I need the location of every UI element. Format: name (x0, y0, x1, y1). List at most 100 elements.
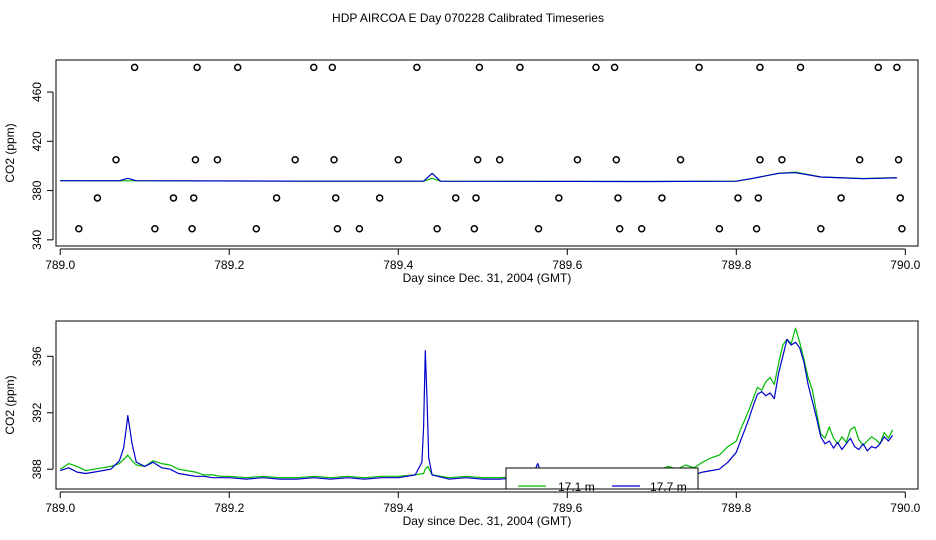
x-axis-label: Day since Dec. 31, 2004 (GMT) (403, 514, 572, 528)
data-point (151, 225, 159, 233)
data-point (894, 156, 903, 164)
x-tick-label: 789.8 (721, 258, 751, 272)
data-point (291, 156, 299, 164)
x-tick-label: 789.6 (552, 258, 582, 272)
data-point (193, 63, 201, 72)
x-tick-label: 789.4 (383, 258, 413, 272)
data-point (451, 194, 460, 202)
x-tick-label: 790.0 (890, 258, 920, 272)
data-point (190, 194, 198, 202)
data-point (817, 225, 825, 233)
data-point (837, 194, 845, 202)
data-point (470, 225, 479, 233)
x-tick-label: 789.0 (45, 258, 75, 272)
x-tick-label: 789.6 (552, 501, 582, 515)
x-axis: 789.0 789.2 789.4 789.6 789.8 790.0 Day since … (45, 491, 921, 528)
data-point (555, 194, 563, 202)
x-axis-label: Day since Dec. 31, 2004 (GMT) (403, 271, 572, 285)
y-tick-label: 388 (30, 459, 44, 479)
y-axis: 388 392 396 CO2 (ppm) (3, 346, 54, 479)
series-group (60, 171, 897, 183)
data-point (333, 225, 342, 233)
plot-frame (55, 320, 919, 490)
x-tick-label: 789.0 (45, 501, 75, 515)
data-point (310, 63, 318, 72)
data-point (637, 225, 646, 233)
data-point (233, 63, 242, 72)
data-point (112, 156, 120, 164)
x-axis: 789.0 789.2 789.4 789.6 789.8 790.0 Day since … (45, 248, 921, 285)
data-point (495, 156, 504, 164)
data-point (191, 156, 200, 164)
y-tick-label: 380 (30, 180, 44, 200)
data-point (796, 63, 805, 72)
series-line-17-7-m (60, 338, 894, 480)
figure-title: HDP AIRCOA E Day 070228 Calibrated Times… (332, 11, 604, 25)
y-tick-label: 340 (30, 230, 44, 250)
data-point (610, 63, 619, 72)
data-point (328, 63, 337, 72)
data-point (614, 194, 622, 202)
data-point (473, 156, 482, 164)
data-point (534, 225, 543, 233)
data-point (874, 63, 883, 72)
data-point (676, 156, 685, 164)
x-tick-label: 790.0 (890, 501, 920, 515)
data-point (756, 156, 764, 164)
x-tick-label: 789.8 (721, 501, 751, 515)
x-tick-label: 789.4 (383, 501, 413, 515)
data-point (612, 156, 621, 164)
data-point (375, 194, 384, 202)
bottom-panel-co2-timeseries: 789.0 789.2 789.4 789.6 789.8 790.0 Day since … (3, 320, 921, 528)
data-point (573, 156, 582, 164)
data-point (252, 225, 261, 233)
legend-label: 17.1 m (558, 480, 595, 494)
data-point (130, 63, 139, 72)
series-line-1 (60, 172, 897, 183)
data-point (75, 225, 83, 233)
data-point (331, 194, 340, 202)
data-point (734, 194, 742, 202)
legend-label: 17.7 m (650, 480, 687, 494)
data-point (355, 225, 364, 233)
data-point (272, 194, 281, 202)
y-axis-label: CO2 (ppm) (3, 123, 17, 182)
data-point (472, 194, 480, 202)
legend-box (505, 467, 699, 490)
x-tick-label: 789.2 (214, 501, 244, 515)
y-axis: 340 380 420 460 CO2 (ppm) (3, 82, 54, 250)
data-point (658, 194, 666, 202)
data-point (330, 156, 338, 164)
data-point (855, 156, 864, 164)
series-group (59, 327, 894, 480)
legend: 17.1 m 17.7 m (505, 467, 699, 494)
y-tick-label: 392 (30, 402, 44, 422)
y-tick-label: 420 (30, 131, 44, 151)
data-point (896, 194, 905, 202)
y-tick-label: 396 (30, 346, 44, 366)
plot-frame (55, 59, 919, 247)
y-tick-label: 460 (30, 82, 44, 102)
data-point (752, 225, 761, 233)
data-point (188, 225, 196, 233)
data-point (213, 156, 222, 164)
data-point (433, 225, 441, 233)
data-point (169, 194, 178, 202)
data-point (778, 156, 786, 164)
data-point (756, 63, 764, 72)
data-point (754, 194, 763, 202)
x-tick-label: 789.2 (214, 258, 244, 272)
data-point (394, 156, 403, 164)
data-point (715, 225, 724, 233)
data-point (615, 225, 624, 233)
data-point (592, 63, 600, 72)
data-point (893, 63, 901, 72)
data-point (898, 225, 906, 233)
series-line-0 (60, 171, 897, 183)
top-panel-calibration-scatter: 789.0 789.2 789.4 789.6 789.8 790.0 Day since … (3, 59, 921, 285)
y-axis-label: CO2 (ppm) (3, 375, 17, 434)
data-point (516, 63, 524, 72)
data-point (93, 194, 102, 202)
data-point (695, 63, 703, 72)
